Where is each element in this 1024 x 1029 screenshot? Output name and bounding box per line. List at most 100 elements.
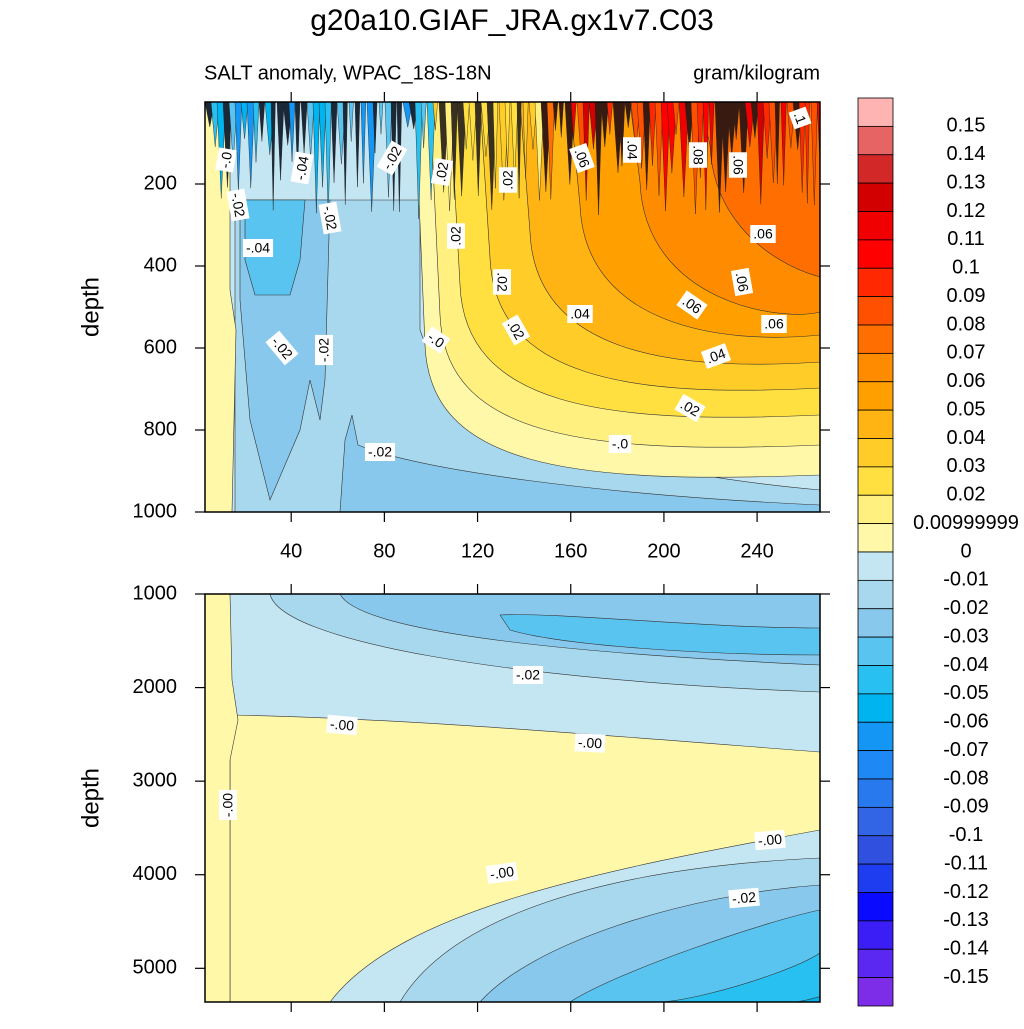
contour-label-bg bbox=[700, 343, 732, 369]
contour-label-bg bbox=[728, 887, 760, 909]
colorbar-label: -0.09 bbox=[943, 796, 989, 818]
colorbar-box bbox=[857, 125, 894, 156]
contour-fill bbox=[432, 102, 438, 131]
contour-label-bg bbox=[750, 225, 776, 243]
contour-fill bbox=[618, 102, 626, 167]
contour-label: -.02 bbox=[728, 887, 760, 909]
colorbar-box bbox=[857, 835, 894, 865]
y-tick-label: 4000 bbox=[133, 863, 178, 885]
contour-label-bg bbox=[608, 435, 632, 453]
colorbar-label: 0.06 bbox=[947, 370, 986, 392]
contour-label-bg bbox=[215, 147, 237, 173]
contour-label: -.04 bbox=[290, 151, 314, 185]
contour-fill bbox=[546, 102, 555, 200]
colorbar-box bbox=[857, 579, 894, 610]
contour-fill bbox=[240, 102, 249, 139]
contour-label: -.02 bbox=[364, 443, 396, 461]
contour-label: -.02 bbox=[226, 188, 250, 222]
contour-label: -.00 bbox=[574, 733, 606, 753]
colorbar-box bbox=[857, 438, 894, 468]
colorbar-box bbox=[857, 806, 894, 837]
contour-fill bbox=[504, 102, 511, 170]
colorbar-label: -0.1 bbox=[949, 824, 983, 846]
contour-fill bbox=[276, 102, 285, 181]
colorbar-label: 0.02 bbox=[947, 484, 986, 506]
contour-label: .1 bbox=[788, 106, 812, 130]
contour-fill bbox=[678, 102, 689, 198]
colorbar-box bbox=[857, 778, 894, 808]
contour-label: -.0 bbox=[215, 147, 237, 173]
contour-fill bbox=[414, 102, 423, 220]
contour-fill bbox=[462, 102, 470, 150]
contour-fill bbox=[229, 714, 820, 1002]
y-tick-label: 3000 bbox=[133, 769, 178, 791]
y-tick-label: 2000 bbox=[133, 676, 178, 698]
contour-label-bg bbox=[421, 326, 451, 354]
contour-label: .02 bbox=[430, 157, 454, 187]
colorbar-label: -0.06 bbox=[943, 711, 989, 733]
y-tick-label: 600 bbox=[144, 336, 177, 358]
contour-fill bbox=[720, 102, 731, 192]
colorbar-label: 0.12 bbox=[947, 200, 986, 222]
contour-label-text: -.0 bbox=[216, 150, 235, 169]
y-tick-label: 800 bbox=[144, 418, 177, 440]
contour-fill bbox=[294, 102, 301, 176]
contour-fill bbox=[300, 102, 308, 154]
contour-label-text: -.00 bbox=[220, 793, 236, 817]
contour-fill bbox=[774, 102, 780, 184]
contour-fill bbox=[624, 102, 632, 128]
colorbar-box bbox=[857, 750, 894, 780]
contour-label: -.00 bbox=[326, 714, 358, 736]
contour-label: -.00 bbox=[219, 789, 237, 821]
colorbar-box bbox=[857, 182, 894, 212]
contour-label-text: .02 bbox=[500, 170, 516, 190]
contour-fill bbox=[324, 102, 332, 217]
plot-frame bbox=[204, 593, 821, 1003]
contour-fill bbox=[534, 102, 545, 201]
x-tick-label: 200 bbox=[647, 540, 680, 562]
colorbar-box bbox=[857, 352, 894, 383]
colorbar-label: 0.11 bbox=[947, 228, 984, 250]
colorbar-box bbox=[857, 636, 894, 666]
contour-label: .06 bbox=[729, 152, 747, 178]
contour-fill bbox=[234, 102, 243, 192]
colorbar-label: 0.03 bbox=[947, 455, 986, 477]
colorbar-label: 0.07 bbox=[947, 342, 986, 364]
contour-label-bg bbox=[265, 330, 299, 366]
contour-fill bbox=[258, 102, 265, 142]
colorbar-box bbox=[857, 551, 894, 581]
contour-fill bbox=[372, 102, 378, 154]
contour-label-bg bbox=[754, 829, 786, 851]
contour-label-bg bbox=[447, 223, 465, 249]
contour-fill bbox=[288, 102, 296, 162]
contour-label: .02 bbox=[501, 314, 531, 346]
contour-label: -.02 bbox=[315, 334, 333, 366]
contour-fill bbox=[354, 102, 361, 188]
contour-label-text: -.0 bbox=[612, 436, 629, 452]
colorbar-box bbox=[857, 863, 894, 893]
contour-fill bbox=[499, 614, 820, 656]
contour-fill bbox=[522, 102, 529, 179]
contour-fill bbox=[756, 102, 765, 205]
x-tick-label: 80 bbox=[373, 540, 395, 562]
contour-fill bbox=[222, 102, 233, 188]
colorbar-label: -0.15 bbox=[943, 966, 989, 988]
y-tick-label: 1000 bbox=[133, 500, 178, 522]
contour-label-text: .02 bbox=[494, 272, 510, 292]
colorbar-box bbox=[857, 97, 894, 127]
contour-label-text: -.04 bbox=[246, 240, 270, 256]
contour-label-bg bbox=[290, 151, 314, 185]
colorbar-label: -0.13 bbox=[943, 909, 989, 931]
contour-label-text: .04 bbox=[704, 345, 728, 367]
contour-label: -.04 bbox=[242, 239, 274, 257]
colorbar-label: -0.02 bbox=[943, 597, 989, 619]
contour-label-bg bbox=[729, 152, 747, 178]
contour-label: .04 bbox=[567, 305, 593, 323]
contour-label: .02 bbox=[499, 167, 517, 193]
contour-label-bg bbox=[219, 789, 237, 821]
colorbar-box bbox=[857, 466, 894, 496]
colorbar-box bbox=[857, 381, 894, 411]
colorbar-label: -0.03 bbox=[943, 625, 989, 647]
contour-label-text: -.00 bbox=[329, 716, 355, 734]
colorbar-box bbox=[857, 154, 894, 184]
